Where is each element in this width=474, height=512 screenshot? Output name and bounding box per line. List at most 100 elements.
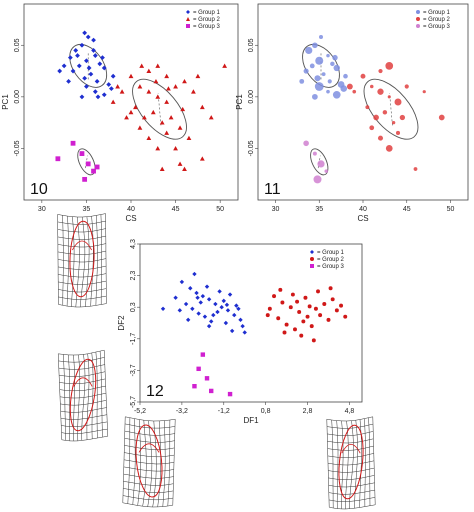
data-point-group-1 <box>215 309 220 315</box>
data-point-group-1 <box>196 311 201 316</box>
y-tick-label: 0.05 <box>248 38 255 52</box>
y-tick-label: 0,3 <box>130 302 137 312</box>
grid-line <box>123 488 174 493</box>
data-point-group-2 <box>339 303 344 308</box>
grid-line <box>122 495 174 501</box>
grid-line <box>124 445 175 450</box>
data-point-group-2 <box>119 89 125 94</box>
data-point-group-2 <box>316 289 320 294</box>
data-point-group-2 <box>133 104 138 110</box>
legend-marker <box>416 10 420 14</box>
grid-line <box>60 407 107 413</box>
data-point-group-1 <box>314 75 321 82</box>
grid-line <box>58 303 107 308</box>
data-point-group-1 <box>185 317 191 323</box>
chart-panel-12: -5,2 -3,2 -1,2 0,8 2,8 4,8 4,3 2,3 0,3 -1,7 -3,7 -5… <box>117 239 363 425</box>
grid-line <box>58 364 105 370</box>
data-point-group-1 <box>305 46 313 55</box>
y-tick-label: -5,7 <box>130 396 137 408</box>
data-point-group-2 <box>311 338 316 343</box>
grid-line <box>123 481 174 486</box>
data-point-group-1 <box>326 53 330 58</box>
outline-shape <box>341 444 361 454</box>
data-point-group-2 <box>322 302 327 307</box>
outline-shape <box>138 443 160 453</box>
grid-line <box>328 482 375 488</box>
data-point-group-3 <box>196 366 201 372</box>
data-point-group-2 <box>173 84 178 89</box>
x-tick-label: 50 <box>447 206 455 213</box>
data-point-group-2 <box>288 305 293 310</box>
data-point-group-2 <box>164 130 170 135</box>
data-point-group-2 <box>180 106 186 112</box>
data-point-group-2 <box>369 125 375 131</box>
data-point-group-1 <box>84 58 89 64</box>
data-point-group-1 <box>206 323 212 329</box>
data-point-group-2 <box>276 316 281 321</box>
grid-line <box>328 475 375 480</box>
x-tick-label: -1,2 <box>218 408 230 415</box>
data-point-group-2 <box>352 89 357 94</box>
legend-marker <box>186 24 190 28</box>
grid-line <box>59 378 106 384</box>
data-point-group-2 <box>385 145 393 152</box>
legend-label: = Group 3 <box>193 24 221 30</box>
data-point-group-1 <box>238 317 243 323</box>
y-tick-label: -1,7 <box>130 333 137 345</box>
data-point-group-1 <box>173 295 178 300</box>
data-point-group-2 <box>330 297 335 302</box>
grid-line <box>57 235 106 240</box>
data-point-group-2 <box>413 167 418 171</box>
grid-line <box>58 349 105 356</box>
data-point-group-2 <box>309 324 314 329</box>
data-point-group-2 <box>164 99 170 104</box>
grid-line <box>327 438 374 444</box>
data-point-group-1 <box>97 61 103 67</box>
data-point-group-2 <box>326 317 331 322</box>
grid-line <box>327 460 375 466</box>
x-tick-label: 40 <box>127 206 135 213</box>
data-point-group-1 <box>101 65 107 71</box>
grid-line <box>59 385 106 392</box>
x-tick-label: 30 <box>38 206 46 213</box>
data-point-group-2 <box>278 287 283 292</box>
grid-line <box>124 438 175 443</box>
data-point-group-2 <box>267 306 272 311</box>
data-point-group-2 <box>177 161 183 166</box>
outline-shape <box>69 358 97 432</box>
data-point-group-2 <box>301 319 306 324</box>
data-point-group-2 <box>370 84 374 89</box>
data-point-group-3 <box>303 140 309 147</box>
data-point-group-2 <box>159 166 165 171</box>
data-point-group-1 <box>221 298 226 304</box>
y-tick-label: 0.00 <box>248 90 255 104</box>
x-axis-label: DF1 <box>243 416 259 425</box>
legend-label: = Group 3 <box>317 264 345 270</box>
data-point-group-3 <box>82 176 88 182</box>
data-point-group-2 <box>182 78 187 84</box>
plot-frame <box>23 3 239 201</box>
grid-line <box>58 357 105 363</box>
outline-shape <box>73 377 93 387</box>
data-point-group-1 <box>194 290 199 296</box>
y-tick-label: 4,3 <box>130 239 137 249</box>
data-point-group-1 <box>299 78 305 84</box>
legend-label: = Group 3 <box>423 24 451 30</box>
data-point-group-2 <box>318 313 323 318</box>
grid-line <box>57 250 106 255</box>
data-point-group-2 <box>199 156 205 161</box>
data-point-group-2 <box>334 308 339 313</box>
y-tick-label: 0.05 <box>14 38 21 52</box>
legend-marker <box>310 257 314 261</box>
legend-marker <box>186 10 190 14</box>
legend-label: = Group 1 <box>193 10 221 16</box>
data-point-group-2 <box>346 83 353 90</box>
data-point-group-3 <box>85 161 91 167</box>
x-tick-label: 45 <box>403 206 411 213</box>
data-point-group-2 <box>307 304 312 309</box>
data-point-group-1 <box>160 306 166 311</box>
y-axis-label: PC1 <box>1 94 10 110</box>
data-point-group-1 <box>86 65 92 71</box>
data-point-group-2 <box>137 84 143 89</box>
confidence-ellipse <box>77 148 96 176</box>
